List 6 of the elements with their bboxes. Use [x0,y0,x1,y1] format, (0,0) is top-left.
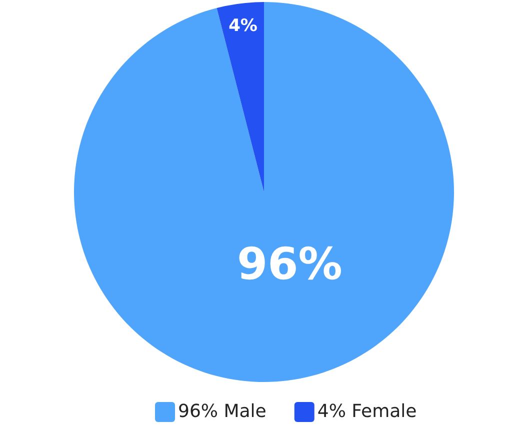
data-label: 96% [237,238,342,290]
pie-slice [74,2,454,382]
data-label: 4% [228,16,258,36]
legend-label: 96% Male [178,400,266,422]
pie-slice [216,2,264,192]
legend-label: 4% Female [317,400,417,422]
